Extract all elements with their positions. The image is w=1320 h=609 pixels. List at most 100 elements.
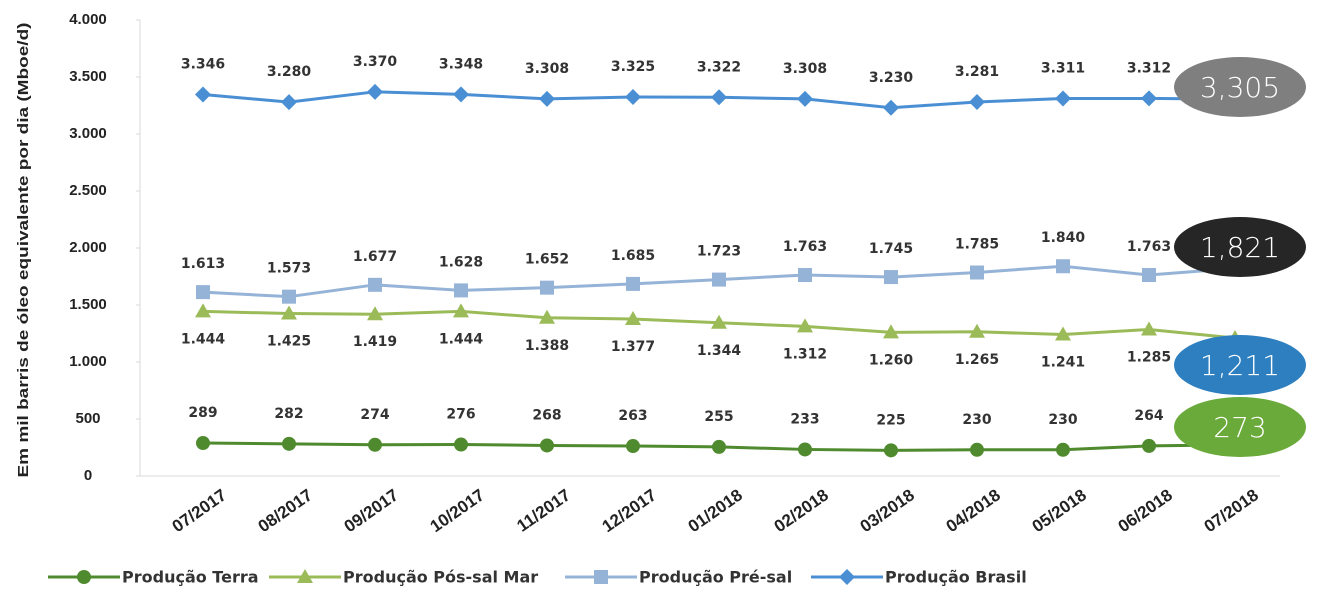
callout-bubble <box>1174 217 1306 277</box>
data-label: 1.763 <box>1127 239 1171 255</box>
marker <box>281 305 297 320</box>
data-label: 3.311 <box>1041 61 1085 77</box>
marker <box>368 277 382 292</box>
data-label: 1.377 <box>611 339 655 355</box>
marker <box>367 83 383 100</box>
data-label: 1.241 <box>1041 355 1085 371</box>
data-label: 282 <box>274 406 303 422</box>
marker <box>797 318 813 333</box>
x-tick-label: 08/2017 <box>255 485 316 536</box>
marker <box>969 323 985 338</box>
data-label: 3.281 <box>955 64 999 80</box>
y-tick-label: 1.000 <box>69 353 107 370</box>
data-label: 1.444 <box>439 331 484 347</box>
y-tick-label: 2.000 <box>69 239 107 256</box>
data-label: 255 <box>704 409 733 425</box>
callout-bubble <box>1174 397 1306 457</box>
data-label: 1.573 <box>267 261 311 277</box>
data-label: 1.628 <box>439 254 483 270</box>
marker <box>540 280 554 295</box>
callout-bubble <box>1174 335 1306 395</box>
y-tick-label: 3.000 <box>69 125 107 142</box>
marker <box>540 438 554 453</box>
marker <box>798 268 812 283</box>
marker <box>884 443 898 458</box>
marker <box>626 439 640 454</box>
data-label: 233 <box>790 411 819 427</box>
data-label: 3.312 <box>1127 60 1171 76</box>
marker <box>282 436 296 451</box>
data-label: 1.677 <box>353 249 397 265</box>
marker <box>969 93 985 110</box>
x-tick-label: 07/2018 <box>1201 485 1262 536</box>
data-label: 230 <box>962 412 991 428</box>
marker <box>839 569 855 585</box>
legend-label: Produção Brasil <box>885 568 1027 587</box>
marker <box>626 276 640 291</box>
marker <box>711 89 727 106</box>
data-label: 1.444 <box>181 331 226 347</box>
data-label: 3.346 <box>181 57 225 73</box>
data-label: 1.265 <box>955 352 999 368</box>
marker <box>625 88 641 105</box>
y-tick-label: 3.500 <box>69 68 107 85</box>
data-label: 1.840 <box>1041 230 1086 246</box>
legend-label: Produção Terra <box>122 568 259 587</box>
marker <box>884 270 898 285</box>
data-label: 1.652 <box>525 252 569 268</box>
marker <box>196 436 210 451</box>
marker <box>367 306 383 321</box>
data-label: 1.723 <box>697 244 741 260</box>
data-label: 1.425 <box>267 334 311 350</box>
marker <box>970 265 984 280</box>
y-tick-label: 4.000 <box>69 11 107 28</box>
data-label: 3.325 <box>611 59 655 75</box>
marker <box>195 303 211 318</box>
data-label: 1.260 <box>869 352 914 368</box>
callout-label: 3,305 <box>1200 71 1280 104</box>
x-tick-label: 02/2018 <box>771 485 832 536</box>
data-label: 3.230 <box>869 70 914 86</box>
data-label: 3.280 <box>267 64 312 80</box>
data-label: 276 <box>446 407 475 423</box>
legend-label: Produção Pré-sal <box>639 568 792 587</box>
marker <box>1056 259 1070 274</box>
data-label: 1.285 <box>1127 350 1171 366</box>
marker <box>453 303 469 318</box>
x-tick-label: 09/2017 <box>341 485 402 536</box>
x-tick-label: 05/2018 <box>1029 485 1090 536</box>
x-tick-label: 10/2017 <box>427 485 488 536</box>
data-label: 1.344 <box>697 343 742 359</box>
y-tick-label: 2.500 <box>69 182 107 199</box>
marker <box>282 289 296 304</box>
marker <box>1056 442 1070 457</box>
marker <box>539 309 555 324</box>
data-label: 3.348 <box>439 56 483 72</box>
x-tick-label: 04/2018 <box>943 485 1004 536</box>
x-tick-label: 11/2017 <box>513 485 573 535</box>
marker <box>77 570 91 584</box>
marker <box>970 442 984 457</box>
marker <box>883 324 899 339</box>
data-label: 1.685 <box>611 248 655 264</box>
data-label: 230 <box>1048 412 1077 428</box>
y-tick-label: 500 <box>75 410 100 427</box>
data-label: 3.322 <box>697 59 741 75</box>
marker <box>196 285 210 300</box>
marker <box>1141 321 1157 336</box>
data-label: 1.763 <box>783 239 827 255</box>
data-label: 264 <box>1134 408 1163 424</box>
data-label: 3.308 <box>525 61 569 77</box>
marker <box>281 94 297 111</box>
marker <box>453 86 469 103</box>
marker <box>625 311 641 326</box>
data-label: 274 <box>360 407 389 423</box>
marker <box>1141 90 1157 107</box>
data-label: 289 <box>188 405 217 421</box>
marker <box>454 437 468 452</box>
data-label: 268 <box>532 407 561 423</box>
callout-label: 273 <box>1213 411 1266 444</box>
marker <box>1055 326 1071 341</box>
x-tick-label: 07/2017 <box>169 485 230 536</box>
